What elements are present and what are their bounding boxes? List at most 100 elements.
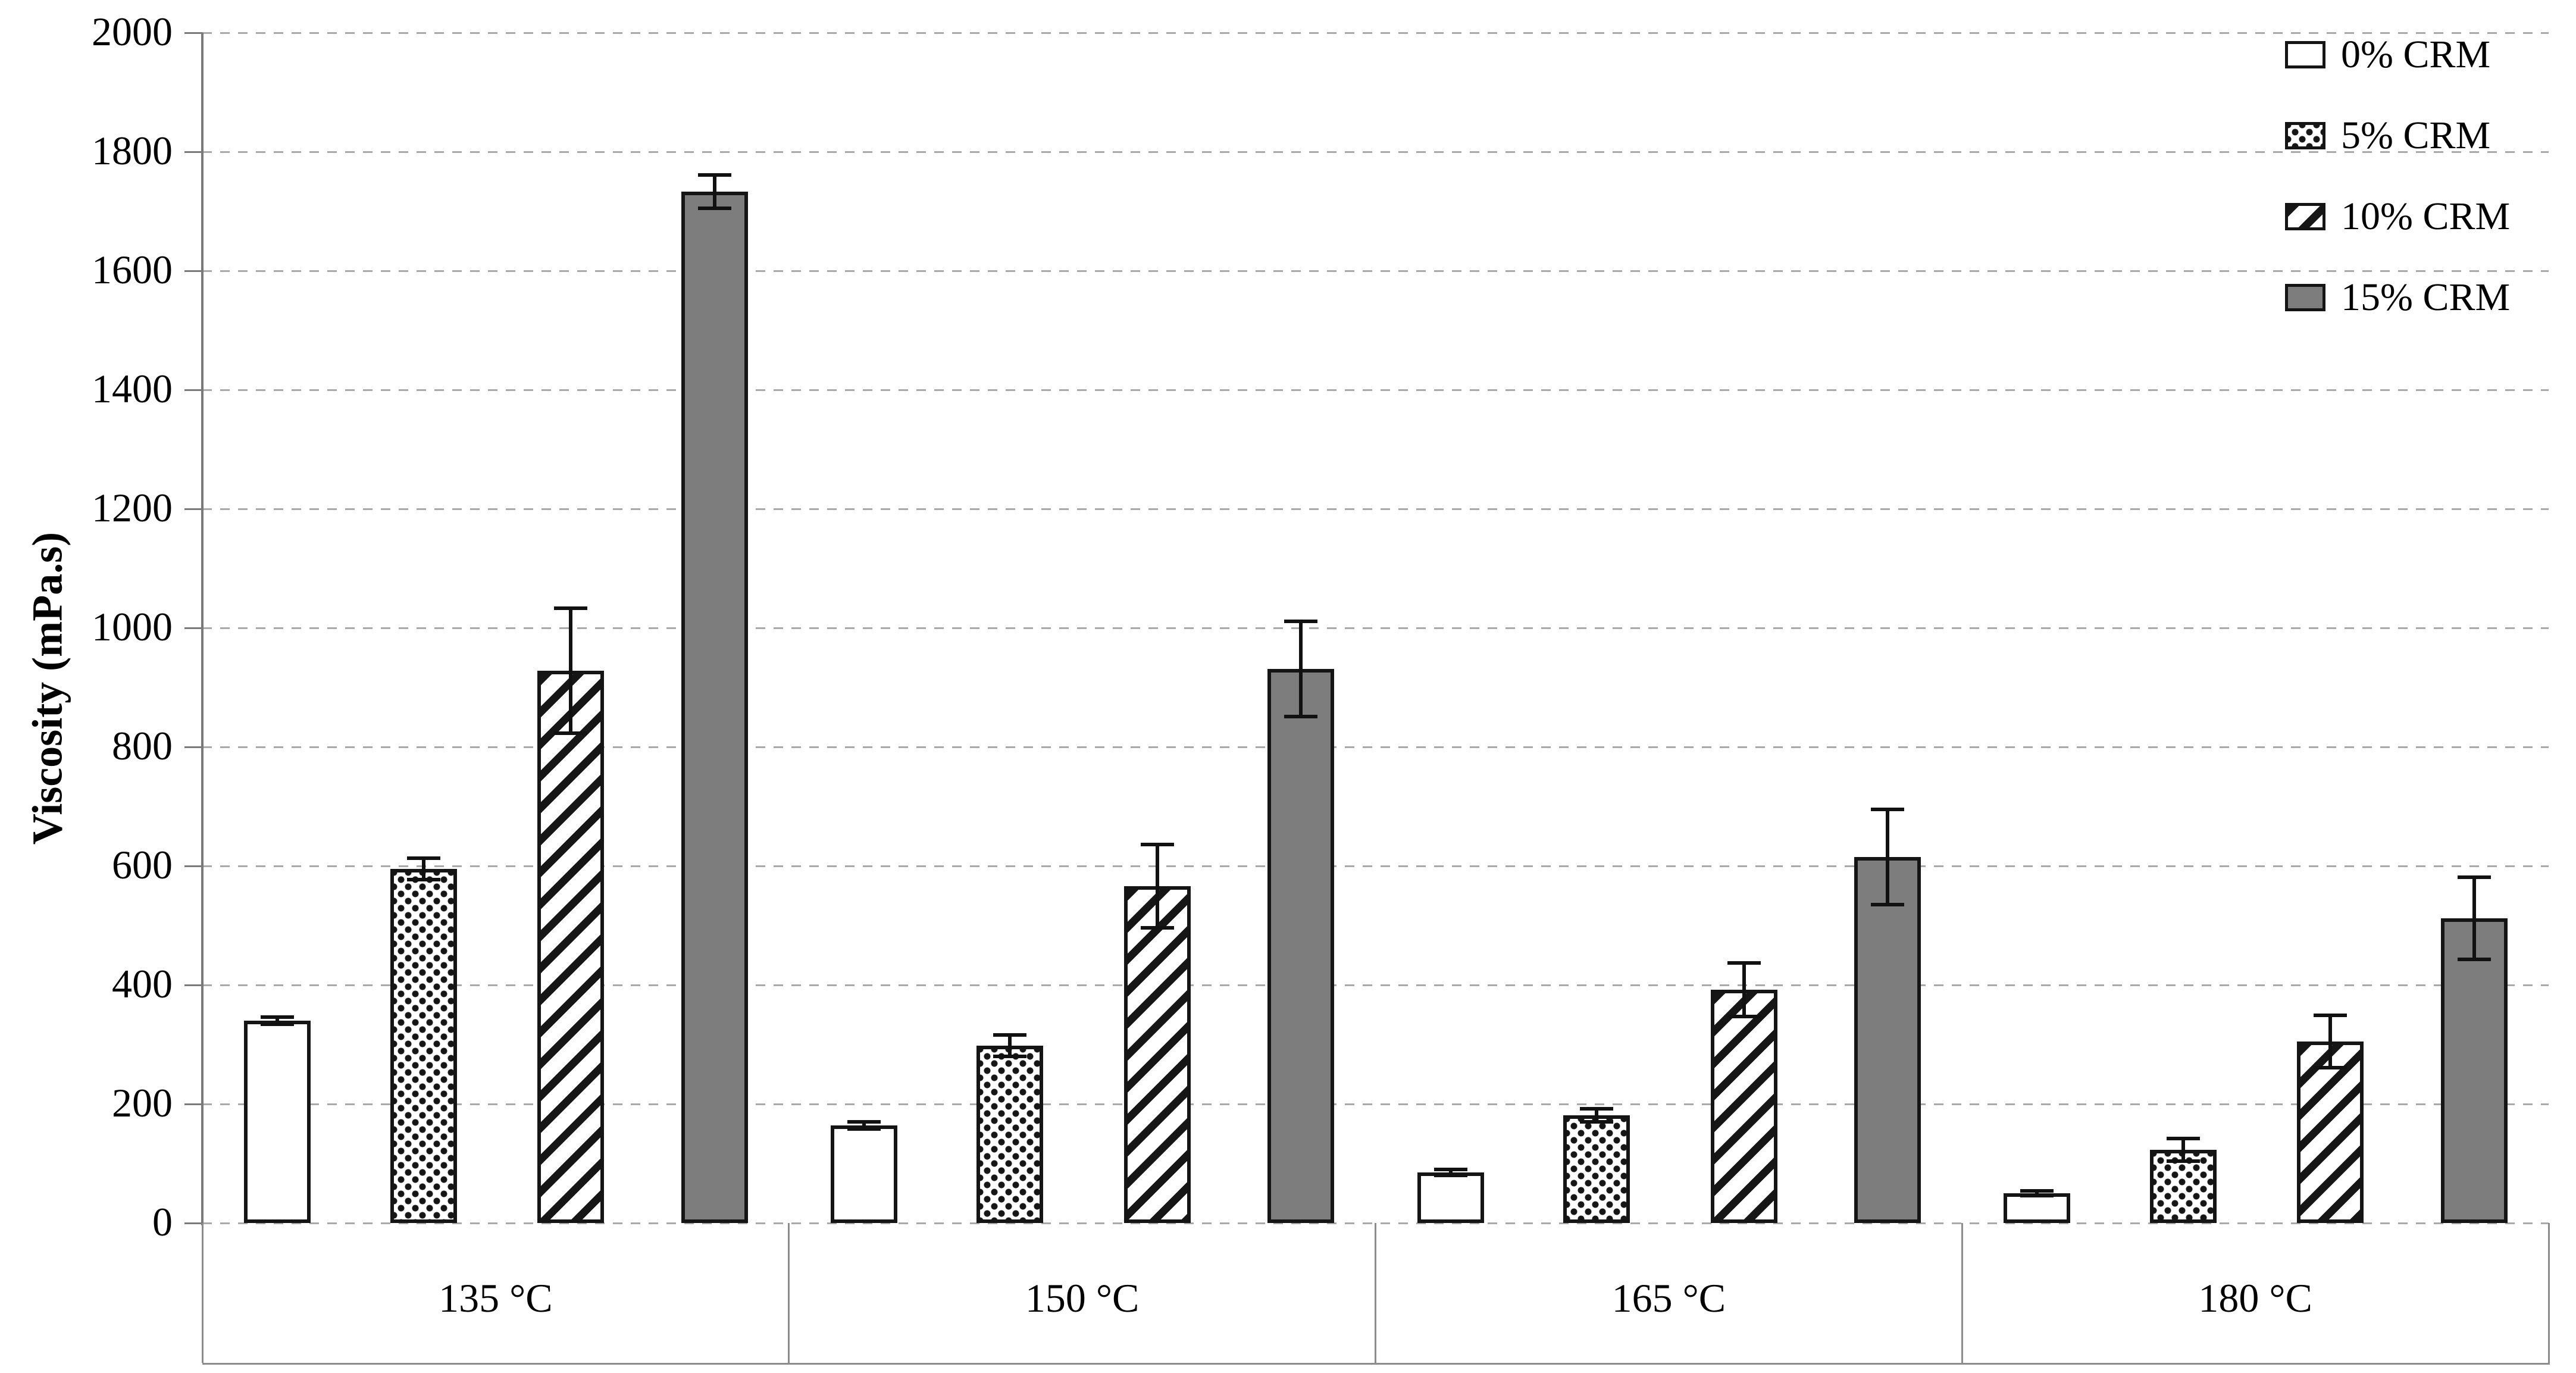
category-separator — [2547, 1223, 2550, 1363]
error-bar — [1008, 1035, 1012, 1056]
error-bar-top-cap — [1727, 961, 1761, 965]
error-bar — [2181, 1139, 2185, 1161]
bar-15-crm180- — [2440, 918, 2508, 1223]
error-bar — [2328, 1015, 2333, 1068]
y-axis-tick — [184, 508, 202, 510]
y-axis-tick — [184, 984, 202, 986]
y-axis-tick — [184, 627, 202, 629]
error-bar-bottom-cap — [2457, 958, 2491, 961]
error-bar — [569, 608, 573, 733]
error-bar — [1448, 1169, 1453, 1175]
error-bar-top-cap — [2020, 1189, 2054, 1193]
legend-item-15-crm: 15% CRM — [2285, 269, 2510, 326]
error-bar — [1742, 963, 1746, 1017]
legend-swatch-icon — [2285, 41, 2325, 68]
bar-5-crm150- — [976, 1046, 1044, 1223]
error-bar-top-cap — [2166, 1137, 2200, 1140]
y-tick-label: 800 — [112, 723, 173, 768]
error-bar-bottom-cap — [1871, 903, 1905, 906]
error-bar-bottom-cap — [1580, 1120, 1614, 1124]
error-bar — [2472, 877, 2476, 959]
error-bar-bottom-cap — [2314, 1066, 2347, 1069]
error-bar-bottom-cap — [1433, 1174, 1467, 1177]
bar-5-crm165- — [1563, 1115, 1630, 1223]
gridline — [202, 508, 2549, 510]
y-axis-line — [201, 33, 204, 1225]
y-axis-tick — [184, 865, 202, 867]
error-bar-bottom-cap — [1284, 715, 1318, 718]
error-bar-bottom-cap — [847, 1127, 881, 1131]
y-axis-tick — [184, 389, 202, 391]
bar-15-crm150- — [1267, 669, 1335, 1223]
error-bar-top-cap — [1871, 808, 1905, 811]
error-bar-top-cap — [847, 1120, 881, 1124]
category-separator — [1961, 1223, 1963, 1363]
y-axis-tick — [184, 1222, 202, 1224]
y-axis-tick — [184, 746, 202, 748]
error-bar-top-cap — [554, 606, 588, 610]
y-tick-label: 200 — [112, 1080, 173, 1125]
legend: 0% CRM 5% CRM 10% CRM 15% CRM — [2285, 26, 2510, 350]
gridline — [202, 151, 2549, 153]
error-bar-top-cap — [697, 173, 731, 177]
gridline — [202, 627, 2549, 629]
legend-item-10-crm: 10% CRM — [2285, 188, 2510, 245]
error-bar-bottom-cap — [993, 1055, 1027, 1058]
bar-0-crm180- — [2004, 1193, 2071, 1223]
legend-label: 5% CRM — [2341, 114, 2491, 157]
y-tick-label: 0 — [152, 1199, 173, 1244]
category-separator — [1375, 1223, 1376, 1363]
legend-label: 15% CRM — [2341, 276, 2511, 319]
error-bar — [862, 1122, 866, 1129]
y-axis-tick — [184, 151, 202, 153]
y-tick-label: 2000 — [92, 9, 173, 54]
legend-swatch-icon — [2285, 284, 2325, 311]
error-bar-bottom-cap — [261, 1022, 295, 1026]
error-bar-top-cap — [2314, 1014, 2347, 1017]
error-bar — [712, 175, 716, 208]
legend-label: 0% CRM — [2341, 33, 2491, 76]
x-category-label: 135 °C — [439, 1275, 553, 1321]
y-tick-label: 1400 — [92, 366, 173, 411]
error-bar-bottom-cap — [2020, 1194, 2054, 1197]
legend-swatch-icon — [2285, 203, 2325, 230]
bar-0-crm150- — [830, 1125, 897, 1223]
error-bar-top-cap — [2457, 875, 2491, 879]
bar-0-crm135- — [244, 1021, 311, 1223]
error-bar-top-cap — [993, 1033, 1027, 1037]
error-bar-top-cap — [1433, 1168, 1467, 1171]
legend-swatch-icon — [2285, 122, 2325, 149]
error-bar — [1886, 809, 1890, 905]
error-bar-top-cap — [261, 1015, 295, 1019]
bar-5-crm135- — [390, 869, 457, 1223]
y-tick-label: 600 — [112, 842, 173, 887]
category-separator — [201, 1223, 204, 1363]
bar-10-crm150- — [1123, 886, 1191, 1223]
bar-15-crm135- — [681, 192, 748, 1223]
gridline — [202, 1103, 2549, 1105]
y-axis-tick — [184, 270, 202, 272]
legend-item-0-crm: 0% CRM — [2285, 26, 2510, 83]
error-bar-bottom-cap — [554, 731, 588, 735]
error-bar-bottom-cap — [697, 207, 731, 210]
y-tick-label: 1000 — [92, 604, 173, 649]
bar-15-crm165- — [1854, 857, 1921, 1223]
axis-band-bottom-line — [202, 1363, 2550, 1365]
gridline — [202, 746, 2549, 748]
error-bar-top-cap — [1580, 1107, 1614, 1111]
error-bar-bottom-cap — [1140, 926, 1174, 930]
y-axis-tick — [184, 32, 202, 34]
bar-0-crm165- — [1417, 1172, 1484, 1223]
legend-label: 10% CRM — [2341, 195, 2511, 238]
y-tick-label: 1600 — [92, 247, 173, 292]
y-tick-label: 400 — [112, 961, 173, 1006]
bar-10-crm180- — [2297, 1042, 2364, 1223]
gridline — [202, 270, 2549, 272]
y-axis-tick — [184, 1103, 202, 1105]
error-bar-top-cap — [1140, 843, 1174, 846]
error-bar-bottom-cap — [1727, 1015, 1761, 1018]
y-tick-label: 1200 — [92, 485, 173, 530]
error-bar — [1155, 845, 1159, 928]
bar-10-crm165- — [1710, 990, 1777, 1223]
